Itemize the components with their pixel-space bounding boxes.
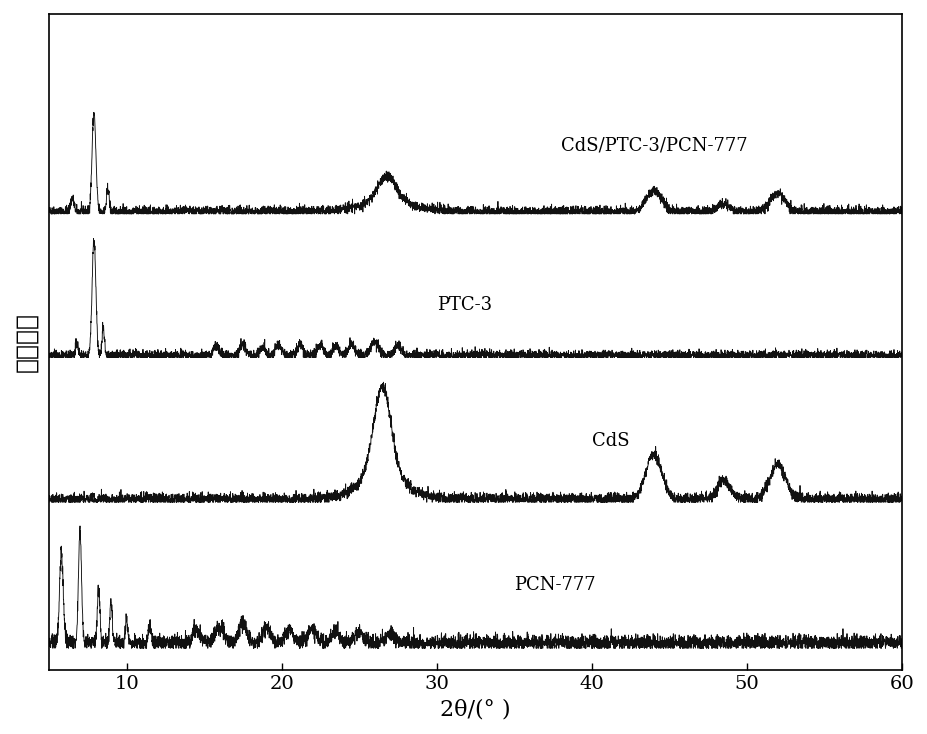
Text: PCN-777: PCN-777 <box>514 576 595 595</box>
Y-axis label: 相对强度: 相对强度 <box>14 312 38 372</box>
X-axis label: 2θ/(° ): 2θ/(° ) <box>439 698 510 720</box>
Text: PTC-3: PTC-3 <box>436 296 491 314</box>
Text: CdS: CdS <box>591 432 629 451</box>
Text: CdS/PTC-3/PCN-777: CdS/PTC-3/PCN-777 <box>560 136 746 154</box>
